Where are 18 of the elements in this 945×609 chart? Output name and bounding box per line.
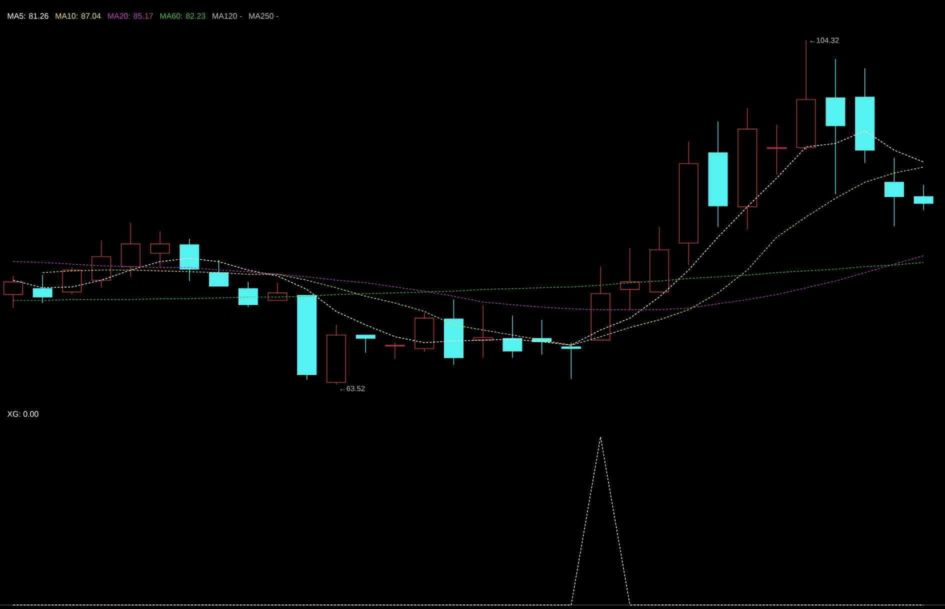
candlestick: [385, 342, 405, 360]
candlestick: [914, 184, 934, 210]
candlestick: [120, 222, 140, 278]
candlestick: [561, 342, 581, 380]
candlestick: [62, 267, 82, 295]
candlestick: [209, 260, 229, 286]
candlestick: [620, 248, 640, 310]
candlestick: [238, 282, 258, 308]
candlestick: [356, 334, 376, 354]
candlestick: [502, 315, 522, 358]
candlestick: [32, 274, 52, 304]
candlestick: [766, 124, 786, 176]
candlestick: [92, 240, 112, 288]
candlestick: [884, 157, 904, 227]
candlestick: [473, 305, 493, 358]
candlestick: [3, 276, 23, 308]
candlestick: [268, 282, 288, 301]
candlestick: [150, 230, 170, 268]
